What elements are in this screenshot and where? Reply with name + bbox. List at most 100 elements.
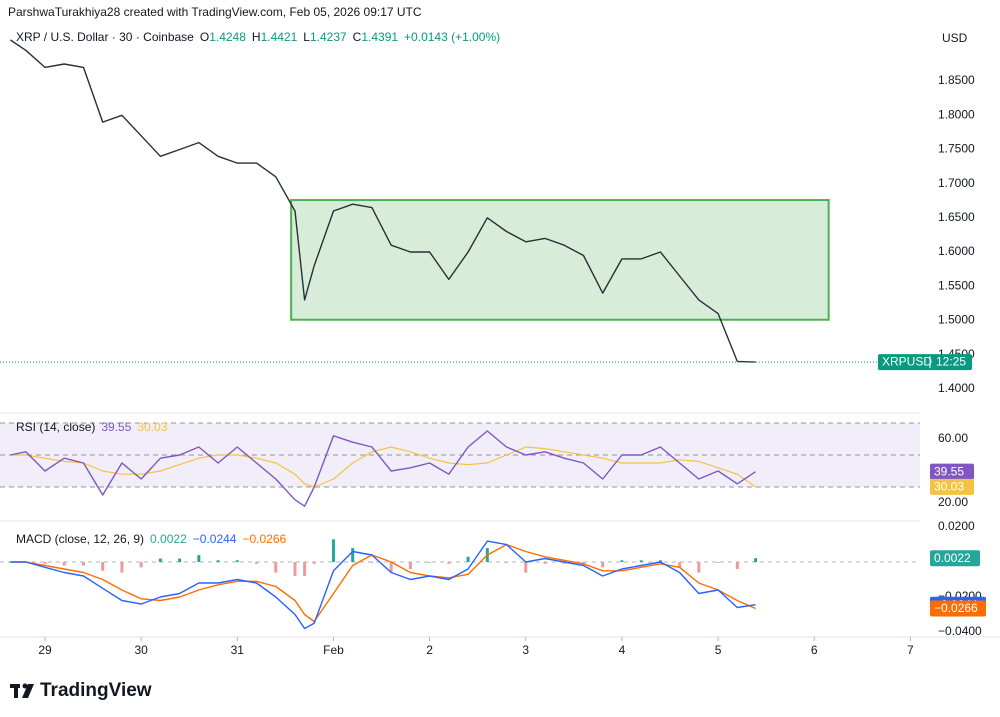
y-tick-label: 1.6500 <box>938 210 975 224</box>
histogram-bar <box>158 558 162 563</box>
rsi-badge-bg <box>930 463 974 480</box>
histogram-bar <box>697 562 701 573</box>
series-line <box>10 39 756 363</box>
histogram-bar <box>601 562 605 568</box>
histogram-bar <box>524 562 528 573</box>
histogram-bar <box>428 562 432 563</box>
ohlc-value: 1.4391 <box>361 30 398 44</box>
x-tick-label: 29 <box>38 643 52 657</box>
price-badge-bg <box>878 354 972 371</box>
histogram-bar <box>466 556 470 563</box>
logo <box>10 683 34 698</box>
histogram-bar <box>331 539 335 563</box>
y-tick-label: 1.8000 <box>938 107 975 121</box>
legend-value: 30.03 <box>137 420 167 434</box>
histogram-bar <box>620 560 624 563</box>
histogram-bar <box>216 560 220 563</box>
y-tick-label: 60.00 <box>938 431 968 445</box>
histogram-bar <box>178 558 182 563</box>
histogram-bar <box>735 562 739 570</box>
price-badge-name: XRPUSD <box>882 355 932 369</box>
y-tick-label: 1.7500 <box>938 142 975 156</box>
currency: USD <box>942 31 968 45</box>
legend-value: 0.0022 <box>150 532 187 546</box>
x-tick-label: 5 <box>715 643 722 657</box>
signal-badge-bg <box>930 600 986 617</box>
ohlc-key: H <box>252 30 261 44</box>
histogram-bar <box>678 562 682 568</box>
range-box <box>290 199 830 321</box>
rsi-ma-badge-bg <box>930 478 974 495</box>
series-line <box>10 540 756 630</box>
histogram-bar <box>255 562 259 564</box>
histogram-bar <box>62 562 66 566</box>
symbol: XRP / U.S. Dollar · 30 · Coinbase <box>16 30 194 44</box>
histogram-bar <box>562 562 566 564</box>
y-tick-label: 1.7000 <box>938 176 975 190</box>
histogram-bar <box>716 562 720 563</box>
ohlc-value: 1.4421 <box>261 30 298 44</box>
histogram-bar <box>81 562 85 566</box>
histogram-bar <box>370 562 374 563</box>
histogram-bar <box>351 548 355 563</box>
macd-legend: MACD (close, 12, 26, 9) 0.0022 −0.0244 −0.0… <box>16 532 287 546</box>
ohlc-key: O <box>200 30 209 44</box>
histogram-bar <box>293 562 297 577</box>
symbol-legend: XRP / U.S. Dollar · 30 · Coinbase O1.4248… <box>16 30 500 44</box>
histogram-bar <box>235 560 239 563</box>
y-tick-label: 1.5000 <box>938 313 975 327</box>
histogram-bar <box>120 562 124 573</box>
histogram-bar <box>8 562 12 563</box>
hist-badge: 0.0022 <box>934 551 971 565</box>
histogram-bar <box>197 555 201 563</box>
ohlc-value: 1.4248 <box>209 30 246 44</box>
x-tick-label: 2 <box>426 643 433 657</box>
ohlc-key: L <box>303 30 310 44</box>
y-tick-label: 1.5500 <box>938 278 975 292</box>
y-tick-label: −0.0400 <box>938 624 982 638</box>
x-tick-label: 4 <box>619 643 626 657</box>
x-tick-label: Feb <box>323 643 344 657</box>
footer-brand: TradingView <box>40 680 152 701</box>
rsi-legend: RSI (14, close) 39.55 30.03 <box>16 420 168 434</box>
hist-badge-bg <box>930 550 980 567</box>
histogram-bar <box>312 562 316 564</box>
histogram-bar <box>101 562 105 571</box>
y-tick-label: 1.4000 <box>938 381 975 395</box>
legend-title: RSI (14, close) <box>16 420 95 434</box>
histogram-bar <box>43 562 47 564</box>
rsi-ma-badge: 30.03 <box>934 480 964 494</box>
y-tick-label: 1.8500 <box>938 73 975 87</box>
x-tick-label: 7 <box>907 643 914 657</box>
legend-value: 39.55 <box>101 420 131 434</box>
x-tick-label: 3 <box>522 643 529 657</box>
signal-badge: −0.0266 <box>934 601 978 615</box>
histogram-bar <box>389 562 393 573</box>
legend-value: −0.0244 <box>193 532 237 546</box>
change: +0.0143 (+1.00%) <box>404 30 500 44</box>
credit: ParshwaTurakhiya28 created with TradingV… <box>8 5 422 19</box>
histogram-bar <box>543 562 547 564</box>
histogram-bar <box>581 562 585 564</box>
histogram-bar <box>447 562 451 564</box>
x-tick-label: 31 <box>231 643 245 657</box>
y-tick-label: 1.6000 <box>938 244 975 258</box>
histogram-bar <box>274 562 278 573</box>
histogram-bar <box>505 562 509 563</box>
rsi-badge: 39.55 <box>934 464 964 478</box>
y-tick-label: 0.0200 <box>938 519 975 533</box>
ohlc-value: 1.4237 <box>310 30 347 44</box>
series-line <box>10 430 756 507</box>
histogram-bar <box>139 562 143 568</box>
y-tick-label: 20.00 <box>938 495 968 509</box>
x-tick-label: 30 <box>134 643 148 657</box>
ohlc-key: C <box>353 30 362 44</box>
x-tick-label: 6 <box>811 643 818 657</box>
legend-title: MACD (close, 12, 26, 9) <box>16 532 144 546</box>
histogram-bar <box>658 560 662 563</box>
histogram-bar <box>754 558 758 563</box>
histogram-bar <box>639 560 643 563</box>
countdown: 12:25 <box>936 355 966 369</box>
